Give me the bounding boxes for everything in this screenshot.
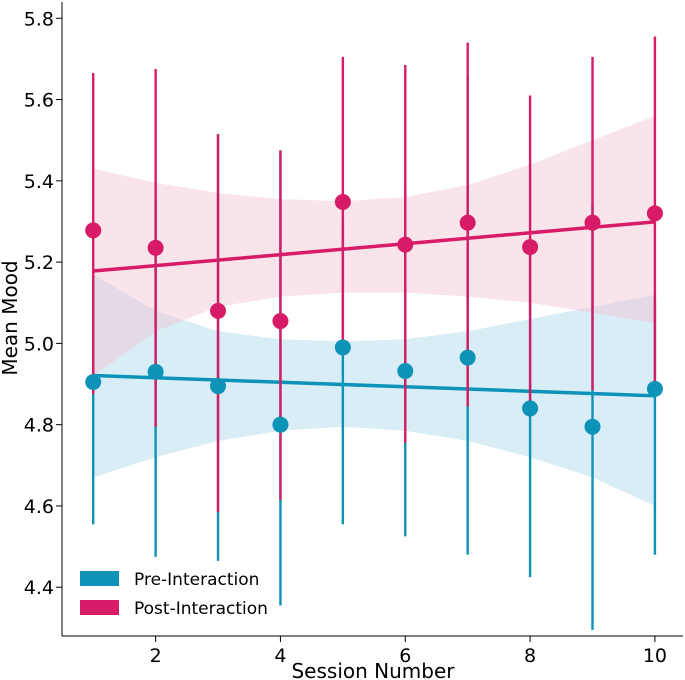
post-interactiontrend-line <box>93 220 656 273</box>
x-tick-label: 6 <box>399 645 411 667</box>
post-interactiondata-point <box>147 239 164 256</box>
x-axis-label: Session Number <box>291 659 455 680</box>
post-interactiondata-point <box>85 222 102 239</box>
pre-interactiondata-point <box>85 373 102 390</box>
trend-lines <box>93 220 656 398</box>
pre-interactionlegend-swatch <box>80 571 119 586</box>
legend: Pre-Interaction Post-Interaction <box>80 570 268 619</box>
y-tick-label: 5.4 <box>24 171 54 193</box>
post-interactiondata-point <box>459 214 476 231</box>
x-axis-ticks: 2 4 6 8 10 <box>150 636 667 667</box>
post-interactionlegend-label: Post-Interaction <box>134 599 268 619</box>
post-interactiondata-point <box>397 236 414 253</box>
y-tick-label: 5.8 <box>24 8 54 30</box>
pre-interactiondata-point <box>584 418 601 435</box>
y-tick-label: 4.4 <box>24 577 54 599</box>
post-interactiondata-point <box>210 302 227 319</box>
pre-interactiontrend-line <box>93 373 655 398</box>
post-interactionlegend-swatch <box>80 600 119 615</box>
pre-interactiondata-point <box>210 378 227 395</box>
y-tick-label: 4.8 <box>24 415 54 437</box>
pre-interactiondata-point <box>272 416 289 433</box>
y-tick-label: 4.6 <box>24 496 54 518</box>
x-tick-label: 2 <box>150 645 162 667</box>
confidence-bands <box>93 115 655 506</box>
pre-interactionconfidence-band <box>93 274 655 506</box>
y-tick-label: 5.6 <box>24 90 54 112</box>
pre-interactiondata-point <box>646 380 663 397</box>
y-axis-ticks: 4.4 4.6 4.8 5.0 5.2 5.4 5.6 5.8 <box>24 8 62 599</box>
y-axis-label: Mean Mood <box>0 260 22 375</box>
data-points <box>85 193 663 435</box>
pre-interactiondata-point <box>397 363 414 380</box>
x-tick-label: 8 <box>524 645 536 667</box>
pre-interactiondata-point <box>147 363 164 380</box>
pre-interactionlegend-label: Pre-Interaction <box>134 570 259 590</box>
pre-interactiondata-point <box>334 339 351 356</box>
post-interactiondata-point <box>522 239 539 256</box>
x-tick-label: 10 <box>643 645 667 667</box>
axes <box>61 2 683 637</box>
pre-interactiondata-point <box>522 400 539 417</box>
x-tick-label: 4 <box>274 645 286 667</box>
y-tick-label: 5.2 <box>24 252 54 274</box>
pre-interactiondata-point <box>459 349 476 366</box>
post-interactiondata-point <box>334 193 351 210</box>
y-tick-label: 5.0 <box>24 333 54 355</box>
post-interactiondata-point <box>272 313 289 330</box>
post-interactiondata-point <box>646 205 663 222</box>
post-interactiondata-point <box>584 214 601 231</box>
